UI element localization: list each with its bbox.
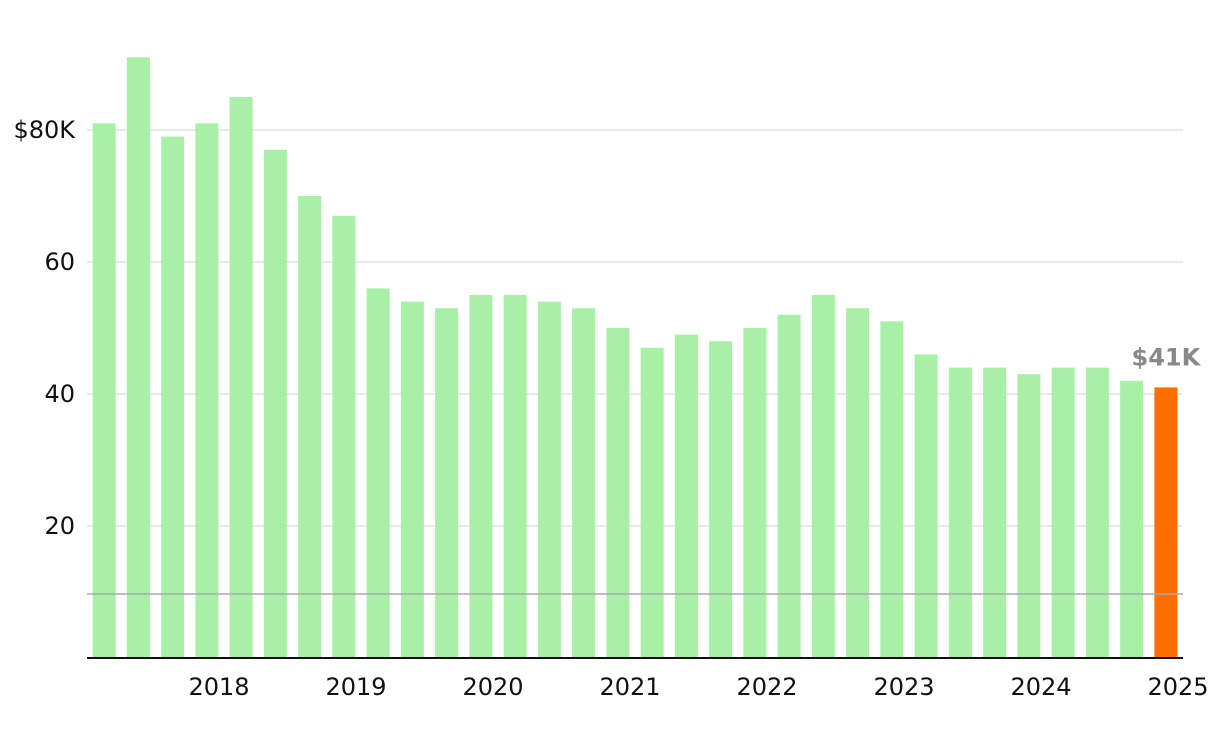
x-tick-label: 2024 [1010, 673, 1071, 701]
y-tick-label: $80K [13, 116, 76, 144]
x-tick-label: 2023 [873, 673, 934, 701]
bar [263, 149, 287, 659]
bar [983, 367, 1007, 658]
bar [914, 354, 938, 658]
value-label: $41K [1132, 343, 1202, 371]
x-tick-label: 2025 [1147, 673, 1208, 701]
bar [572, 308, 596, 658]
y-tick-label: 60 [44, 248, 75, 276]
bar [92, 123, 116, 658]
bar [161, 136, 185, 659]
bar [880, 321, 904, 658]
x-tick-label: 2020 [462, 673, 523, 701]
x-tick-label: 2018 [188, 673, 249, 701]
bar [777, 314, 801, 658]
bar [195, 123, 219, 658]
bar [469, 295, 493, 658]
bar [298, 196, 322, 658]
x-tick-label: 2019 [325, 673, 386, 701]
bar [435, 308, 459, 658]
bar [640, 347, 664, 658]
bar [1120, 380, 1144, 658]
bar [846, 308, 870, 658]
bar [1051, 367, 1075, 658]
bar [1085, 367, 1109, 658]
y-tick-label: 20 [44, 512, 75, 540]
bar [229, 97, 253, 658]
x-tick-label: 2022 [736, 673, 797, 701]
bar [743, 328, 767, 658]
bar [811, 295, 835, 658]
bar [674, 334, 698, 658]
bar [948, 367, 972, 658]
bar [1017, 374, 1041, 658]
bar [366, 288, 390, 658]
bar [606, 328, 630, 658]
x-tick-label: 2021 [599, 673, 660, 701]
bar [126, 57, 150, 658]
bar [503, 295, 527, 658]
bar [709, 341, 733, 658]
bar [1154, 387, 1178, 658]
bar [332, 215, 356, 659]
y-tick-label: 40 [44, 380, 75, 408]
bar [400, 301, 424, 658]
bar [537, 301, 561, 658]
